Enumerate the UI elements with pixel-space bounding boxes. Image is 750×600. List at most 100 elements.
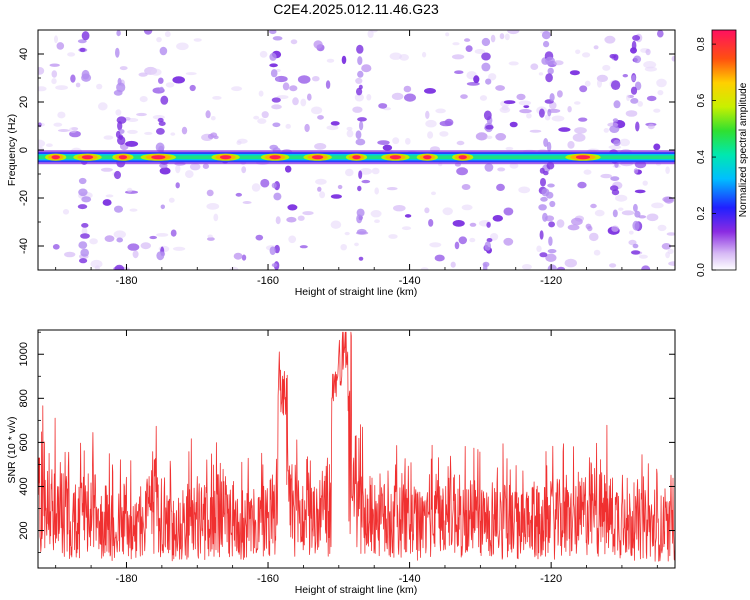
spectrogram-y-tick-label: 0 <box>18 147 30 153</box>
spectrogram-noise-blob <box>603 127 609 133</box>
spectrogram-noise-blob <box>361 179 371 184</box>
spectrogram-noise-blob <box>75 82 81 88</box>
spectrogram-noise-blob <box>557 90 563 98</box>
spectrogram-noise-blob <box>231 86 243 92</box>
carrier-peak-core <box>311 155 324 160</box>
colorbar-tick-label: 0.4 <box>696 150 707 164</box>
spectrogram-streak-blob <box>543 171 549 176</box>
spectrogram-noise-blob <box>371 167 380 175</box>
spectrogram-background <box>38 30 675 270</box>
spectrogram-x-tick-label: -180 <box>115 275 137 287</box>
spectrogram-streak-blob <box>271 263 278 268</box>
spectrogram-noise-blob <box>56 42 65 50</box>
spectrogram-noise-blob <box>172 246 186 251</box>
spectrogram-noise-blob <box>210 116 216 121</box>
spectrogram-noise-blob <box>667 248 674 254</box>
spectrogram-noise-blob <box>647 123 655 130</box>
colorbar-tick-label: 0.0 <box>696 263 707 277</box>
spectrogram-noise-blob <box>317 115 324 120</box>
spectrogram-noise-blob <box>572 133 586 142</box>
spectrogram-noise-blob <box>509 162 519 169</box>
spectrogram-noise-blob <box>665 166 670 174</box>
spectrogram-x-axis-label: Height of straight line (km) <box>295 286 418 298</box>
spectrogram-streak-blob <box>540 196 548 202</box>
spectrogram-noise-blob <box>556 266 566 270</box>
spectrogram-noise-blob <box>205 110 211 119</box>
spectrogram-noise-blob <box>355 77 363 84</box>
spectrogram-noise-blob <box>257 118 267 124</box>
snr-x-tick-label: -120 <box>540 573 562 585</box>
snr-y-tick-label: 200 <box>18 521 30 539</box>
spectrogram-noise-blob <box>642 180 648 186</box>
spectrogram-noise-blob <box>302 211 314 216</box>
spectrogram-noise-blob <box>633 168 639 174</box>
spectrogram-noise-blob <box>98 102 108 111</box>
spectrogram-noise-blob <box>530 63 539 70</box>
spectrogram-noise-blob <box>638 254 648 259</box>
spectrogram-noise-blob <box>352 106 363 113</box>
spectrogram-noise-blob <box>609 263 617 268</box>
spectrogram-noise-blob <box>475 132 488 141</box>
carrier-peak-core <box>151 155 166 160</box>
spectrogram-noise-blob <box>653 143 661 151</box>
spectrogram-noise-blob <box>53 122 63 127</box>
spectrogram-streak-blob <box>78 241 88 249</box>
spectrogram-noise-blob <box>314 143 327 150</box>
spectrogram-streak-blob <box>272 36 283 41</box>
spectrogram-streak-blob <box>539 230 544 240</box>
spectrogram-noise-blob <box>340 244 348 251</box>
spectrogram-noise-blob <box>657 224 667 232</box>
spectrogram-noise-blob <box>625 110 638 117</box>
spectrogram-streak-blob <box>542 212 548 222</box>
spectrogram-streak-blob <box>631 74 636 82</box>
spectrogram-streak-blob <box>113 89 123 96</box>
spectrogram-noise-blob <box>307 93 312 101</box>
spectrogram-noise-blob <box>600 173 612 179</box>
spectrogram-noise-blob <box>297 75 311 84</box>
spectrogram-streak-blob <box>486 221 491 228</box>
spectrogram-streak-blob <box>115 130 121 139</box>
spectrogram-noise-blob <box>63 251 76 258</box>
spectrogram-streak-blob <box>81 223 89 228</box>
colorbar: 0.0 0.2 0.4 0.6 0.8 Normalized spectral ampl… <box>696 29 749 277</box>
spectrogram-streak-blob <box>114 205 123 213</box>
spectrogram-noise-blob <box>465 45 473 52</box>
spectrogram-noise-blob <box>370 210 382 218</box>
spectrogram-noise-blob <box>90 259 103 269</box>
spectrogram-noise-blob <box>656 78 667 88</box>
spectrogram-noise-blob <box>382 144 393 151</box>
spectrogram-noise-blob <box>425 119 437 128</box>
spectrogram-noise-blob <box>490 233 499 241</box>
spectrogram-streak-blob <box>357 117 367 122</box>
spectrogram-noise-blob <box>341 55 347 65</box>
spectrogram-noise-blob <box>51 70 58 78</box>
spectrogram-noise-blob <box>403 85 412 93</box>
spectrogram-noise-blob <box>574 127 587 134</box>
spectrogram-noise-blob <box>454 241 460 250</box>
spectrogram-noise-blob <box>359 168 373 175</box>
spectrogram-streak-blob <box>539 252 548 258</box>
spectrogram-noise-blob <box>275 216 281 225</box>
spectrogram-noise-blob <box>55 85 68 90</box>
spectrogram-streak-blob <box>635 121 640 132</box>
spectrogram-noise-blob <box>38 67 45 75</box>
spectrogram-streak-blob <box>269 246 276 255</box>
spectrogram-noise-blob <box>181 126 188 135</box>
spectrogram-noise-blob <box>434 254 445 262</box>
spectrogram-noise-blob <box>567 224 580 231</box>
snr-x-tick-label: -140 <box>399 573 421 585</box>
spectrogram-streak-blob <box>612 209 618 218</box>
spectrogram-noise-blob <box>492 215 503 222</box>
spectrogram-noise-blob <box>290 39 298 45</box>
spectrogram-streak-blob <box>547 108 552 117</box>
spectrogram-noise-blob <box>593 249 601 256</box>
spectrogram-noise-blob <box>567 106 572 113</box>
spectrogram-noise-blob <box>497 167 506 172</box>
colorbar-frame <box>711 29 737 271</box>
spectrogram-noise-blob <box>604 35 616 44</box>
spectrogram-noise-blob <box>140 242 151 250</box>
spectrogram-noise-blob <box>287 204 298 211</box>
snr-frame <box>37 329 676 569</box>
spectrogram-noise-blob <box>260 178 270 188</box>
spectrogram-noise-blob <box>583 169 592 175</box>
